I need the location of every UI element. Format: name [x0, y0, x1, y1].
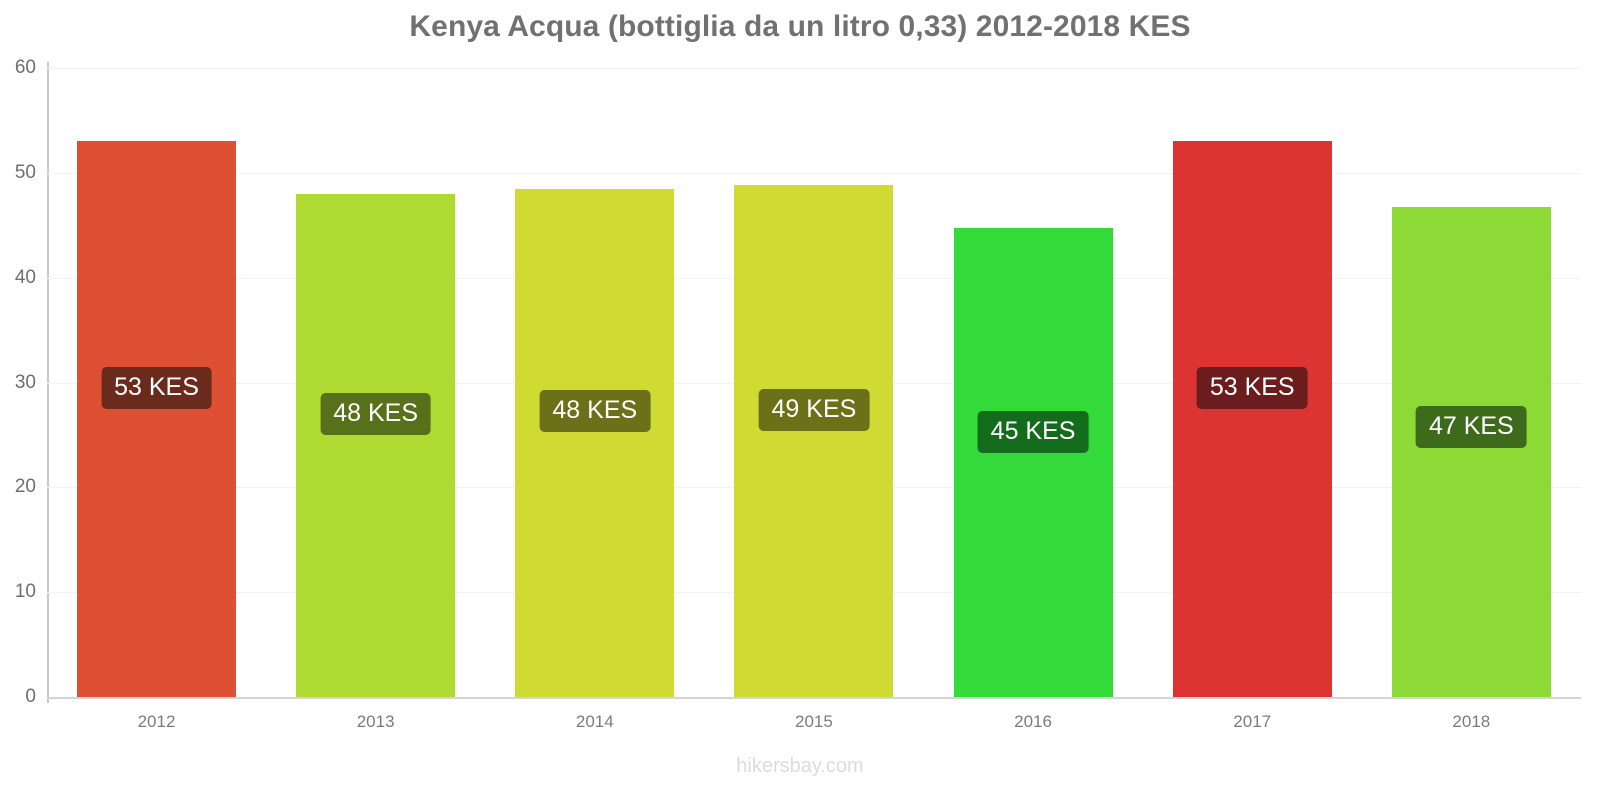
bar[interactable] — [296, 193, 456, 697]
x-axis-tick-label: 2012 — [137, 712, 176, 731]
chart-title: Kenya Acqua (bottiglia da un litro 0,33)… — [409, 10, 1191, 43]
x-axis-tick-label: 2015 — [795, 712, 833, 731]
y-axis-tick-label: 50 — [14, 161, 36, 183]
bar-value-label: 49 KES — [758, 388, 870, 431]
x-axis-tick-label: 2013 — [356, 712, 395, 731]
y-axis-tick-label: 40 — [14, 266, 36, 288]
bar[interactable] — [1391, 207, 1551, 697]
bar[interactable] — [1172, 141, 1332, 697]
bar-value-label: 53 KES — [1196, 366, 1308, 409]
y-axis-tick-label: 10 — [14, 581, 36, 603]
x-axis-tick-label: 2018 — [1452, 712, 1491, 731]
bar-value-label: 48 KES — [320, 392, 432, 435]
y-axis-tick-label: 20 — [14, 476, 36, 498]
bar[interactable] — [77, 141, 236, 697]
x-axis-tick-label: 2016 — [1014, 712, 1052, 731]
x-axis-tick-label: 2014 — [575, 712, 614, 731]
x-axis-baseline — [47, 697, 1581, 699]
y-axis-tick-label: 0 — [25, 686, 36, 707]
bar-value-label: 45 KES — [977, 410, 1089, 453]
y-axis-tick-label: 30 — [14, 371, 36, 393]
plot-area: 53 KES 48 KES 48 KES 49 KES 45 KES 53 KES 47 K… — [47, 68, 1581, 699]
x-axis-tick-label: 2017 — [1233, 712, 1272, 731]
bar[interactable] — [515, 188, 675, 697]
bar[interactable] — [734, 185, 894, 697]
y-axis-tick-label: 60 — [14, 57, 36, 78]
chart-source-footer: hikersbay.com — [736, 755, 864, 777]
bar-value-label: 48 KES — [539, 389, 651, 432]
gridline — [47, 172, 1581, 174]
bar[interactable] — [953, 228, 1113, 697]
bar-value-label: 47 KES — [1415, 405, 1527, 448]
bar-value-label: 53 KES — [101, 366, 212, 409]
gridline — [47, 68, 1581, 69]
